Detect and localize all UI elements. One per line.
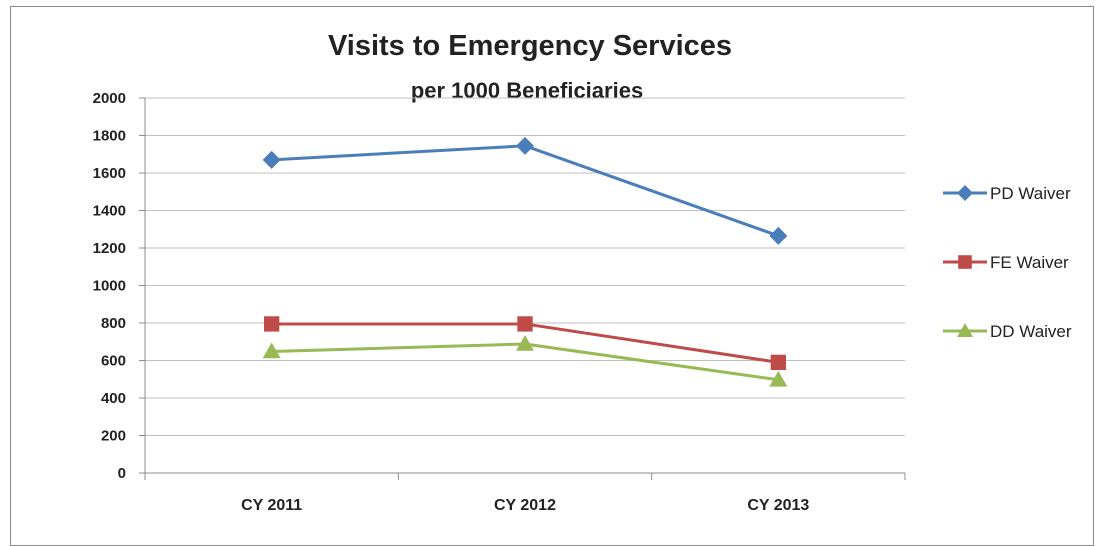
legend-marker-pd-waiver xyxy=(957,185,973,201)
data-point-dd-waiver xyxy=(516,335,534,351)
x-tick-label: CY 2013 xyxy=(747,497,809,514)
legend: PD Waiver FE Waiver DD Waiver xyxy=(943,184,1072,341)
series-line-pd-waiver xyxy=(271,144,779,238)
y-tick-label: 0 xyxy=(118,465,126,482)
y-tick-label: 1400 xyxy=(93,203,126,220)
data-point-fe-waiver xyxy=(770,354,786,371)
grid xyxy=(145,97,905,436)
data-point-pd-waiver xyxy=(769,226,788,245)
x-tick-label: CY 2011 xyxy=(241,497,302,514)
chart-frame xyxy=(10,6,1094,546)
series xyxy=(262,136,788,387)
x-tick-label: CY 2012 xyxy=(494,497,556,514)
y-tick-label: 1600 xyxy=(93,165,126,182)
y-tick-label: 1000 xyxy=(93,278,126,295)
axes: 0 200 400 600 800 1000 1200 1400 1600 1800 2000 CY … xyxy=(93,90,906,514)
data-point-dd-waiver xyxy=(262,342,281,359)
data-point-pd-waiver xyxy=(262,150,281,169)
y-tick-label: 2000 xyxy=(93,90,126,107)
legend-marker-fe-waiver xyxy=(958,255,972,269)
y-tick-label: 200 xyxy=(101,428,126,445)
y-tick-label: 400 xyxy=(101,390,126,407)
chart: Visits to Emergency Services per 1000 Be… xyxy=(93,30,1072,514)
chart-title: Visits to Emergency Services xyxy=(328,30,732,62)
y-tick-label: 600 xyxy=(101,353,126,370)
y-tick-label: 1800 xyxy=(93,128,126,145)
data-point-fe-waiver xyxy=(517,316,533,332)
legend-label-dd-waiver: DD Waiver xyxy=(990,322,1072,341)
chart-subtitle: per 1000 Beneficiaries xyxy=(411,78,643,103)
data-point-pd-waiver xyxy=(516,136,534,155)
legend-label-fe-waiver: FE Waiver xyxy=(990,253,1069,272)
data-point-dd-waiver xyxy=(769,370,788,387)
legend-marker-dd-waiver xyxy=(957,323,973,337)
y-tick-label: 800 xyxy=(101,315,126,332)
data-point-fe-waiver xyxy=(264,316,280,332)
legend-label-pd-waiver: PD Waiver xyxy=(990,184,1071,203)
y-tick-label: 1200 xyxy=(93,240,126,257)
